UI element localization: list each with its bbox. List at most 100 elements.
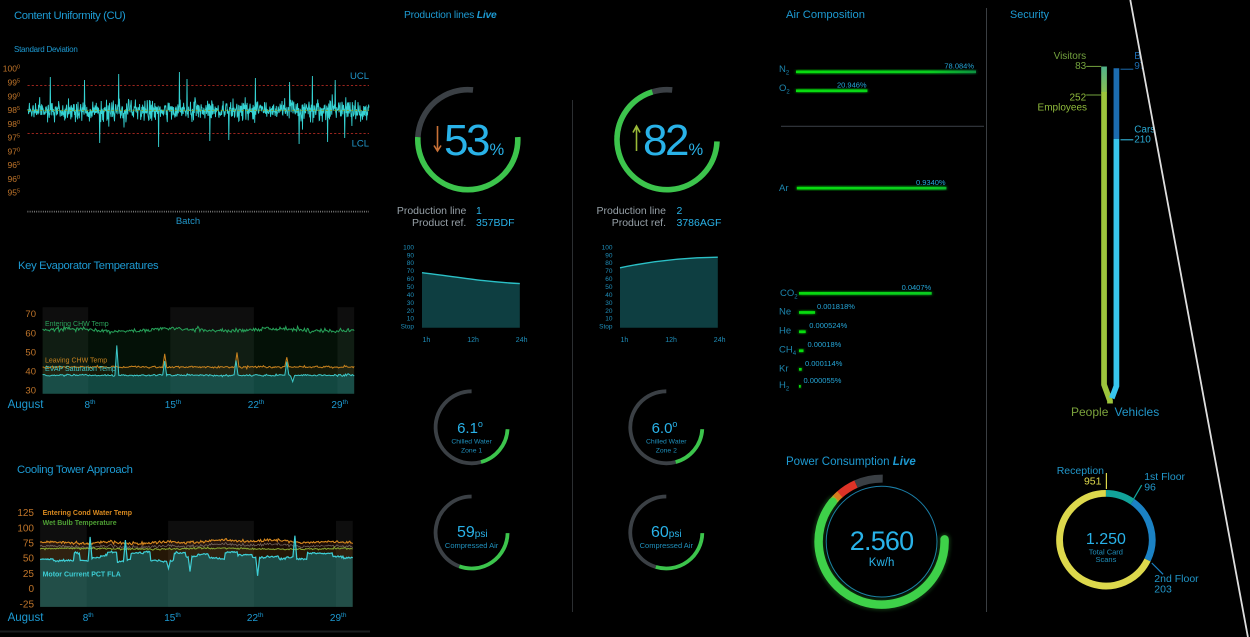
svg-text:40: 40	[407, 292, 415, 299]
svg-text:20.946%: 20.946%	[837, 80, 867, 89]
svg-text:Content Uniformity (CU): Content Uniformity (CU)	[14, 10, 126, 22]
svg-text:25: 25	[23, 569, 35, 580]
svg-text:Scans: Scans	[1095, 555, 1116, 564]
svg-text:1h: 1h	[621, 337, 629, 344]
svg-text:EVAP Saturation Temp: EVAP Saturation Temp	[45, 366, 116, 373]
svg-text:995: 995	[7, 78, 20, 88]
svg-text:50: 50	[605, 284, 613, 291]
svg-text:10: 10	[605, 316, 613, 323]
svg-text:August: August	[8, 399, 45, 411]
svg-text:1.250: 1.250	[1086, 531, 1126, 548]
svg-text:0: 0	[28, 584, 34, 595]
svg-text:80: 80	[605, 260, 613, 267]
svg-text:59psi: 59psi	[457, 524, 488, 541]
svg-text:90: 90	[605, 252, 613, 259]
svg-text:1000: 1000	[3, 64, 20, 74]
svg-text:955: 955	[7, 188, 20, 198]
svg-text:20: 20	[407, 308, 415, 315]
svg-text:Chilled Water: Chilled Water	[646, 439, 687, 446]
svg-text:Entering Cond Water Temp: Entering Cond Water Temp	[43, 510, 132, 517]
svg-text:Compressed Air: Compressed Air	[640, 541, 694, 550]
svg-text:People: People	[1071, 405, 1109, 419]
svg-text:Power Consumption Live: Power Consumption Live	[786, 456, 916, 468]
svg-text:1: 1	[476, 205, 482, 217]
svg-text:70: 70	[605, 268, 613, 275]
svg-text:0.0407%: 0.0407%	[902, 283, 932, 292]
svg-text:%: %	[490, 141, 505, 159]
svg-text:1h: 1h	[423, 337, 431, 344]
svg-text:3786AGF: 3786AGF	[677, 217, 722, 229]
svg-text:24h: 24h	[714, 337, 726, 344]
svg-text:He: He	[779, 326, 791, 337]
svg-text:985: 985	[7, 105, 20, 115]
svg-text:Stop: Stop	[599, 324, 613, 331]
svg-text:Employees: Employees	[1038, 103, 1087, 114]
svg-text:357BDF: 357BDF	[476, 217, 515, 229]
svg-text:30: 30	[407, 300, 415, 307]
svg-text:Key Evaporator Temperatures: Key Evaporator Temperatures	[18, 260, 159, 272]
svg-text:100: 100	[602, 244, 613, 251]
svg-text:Product ref.: Product ref.	[612, 217, 666, 229]
svg-text:96: 96	[1144, 482, 1156, 494]
svg-text:12h: 12h	[665, 337, 677, 344]
svg-text:Compressed Air: Compressed Air	[445, 541, 499, 550]
svg-text:90: 90	[407, 252, 415, 259]
svg-text:UCL: UCL	[350, 71, 369, 82]
svg-text:53: 53	[444, 116, 489, 165]
svg-text:CH4: CH4	[779, 345, 797, 358]
svg-text:Product ref.: Product ref.	[412, 217, 466, 229]
svg-text:Security: Security	[1010, 9, 1050, 21]
svg-text:N2: N2	[779, 64, 790, 77]
svg-text:Motor Current PCT FLA: Motor Current PCT FLA	[43, 572, 121, 579]
svg-text:125: 125	[17, 508, 34, 519]
svg-text:50: 50	[25, 347, 36, 358]
svg-text:Ar: Ar	[779, 183, 789, 194]
svg-text:Ne: Ne	[779, 307, 791, 318]
svg-text:Leaving CHW Temp: Leaving CHW Temp	[45, 357, 107, 364]
svg-text:H2: H2	[779, 380, 790, 393]
svg-text:Cars: Cars	[1134, 124, 1155, 135]
svg-text:24h: 24h	[516, 337, 528, 344]
svg-text:Zone 2: Zone 2	[656, 448, 677, 455]
svg-text:Stop: Stop	[401, 324, 415, 331]
svg-text:40: 40	[25, 367, 36, 378]
svg-text:82: 82	[643, 116, 688, 165]
svg-text:980: 980	[7, 119, 20, 129]
svg-text:975: 975	[7, 133, 20, 143]
svg-text:Cooling Tower Approach: Cooling Tower Approach	[17, 464, 133, 476]
svg-text:2: 2	[677, 205, 683, 217]
svg-text:Wet Bulb Temperature: Wet Bulb Temperature	[43, 520, 117, 527]
svg-text:210: 210	[1134, 135, 1151, 146]
svg-text:83: 83	[1075, 61, 1087, 72]
svg-text:0.9340%: 0.9340%	[916, 178, 946, 187]
svg-text:50: 50	[407, 284, 415, 291]
svg-text:965: 965	[7, 160, 20, 170]
svg-text:203: 203	[1154, 583, 1172, 595]
svg-text:Production line: Production line	[397, 205, 467, 217]
svg-text:60psi: 60psi	[651, 524, 682, 541]
svg-text:Reception: Reception	[1057, 465, 1104, 477]
svg-text:70: 70	[407, 268, 415, 275]
svg-text:Entering CHW Temp: Entering CHW Temp	[45, 321, 109, 328]
svg-text:Chilled Water: Chilled Water	[451, 439, 492, 446]
svg-text:Kr: Kr	[779, 364, 789, 375]
svg-text:Visitors: Visitors	[1054, 51, 1087, 62]
svg-text:78.084%: 78.084%	[944, 62, 974, 71]
svg-text:252: 252	[1070, 92, 1087, 103]
svg-text:70: 70	[25, 309, 36, 320]
svg-text:60: 60	[407, 276, 415, 283]
svg-text:8th: 8th	[83, 612, 94, 624]
svg-text:40: 40	[605, 292, 613, 299]
svg-text:970: 970	[7, 146, 20, 156]
svg-text:%: %	[689, 141, 704, 159]
svg-text:2nd Floor: 2nd Floor	[1154, 573, 1199, 585]
svg-text:6.0o: 6.0o	[652, 419, 678, 437]
svg-text:Air Composition: Air Composition	[786, 9, 865, 21]
svg-text:Vehicles: Vehicles	[1115, 405, 1160, 419]
svg-text:80: 80	[407, 260, 415, 267]
svg-text:60: 60	[605, 276, 613, 283]
svg-text:20: 20	[605, 308, 613, 315]
svg-text:Zone 1: Zone 1	[461, 448, 482, 455]
svg-text:2.560: 2.560	[850, 526, 914, 556]
svg-text:1st Floor: 1st Floor	[1144, 471, 1185, 483]
